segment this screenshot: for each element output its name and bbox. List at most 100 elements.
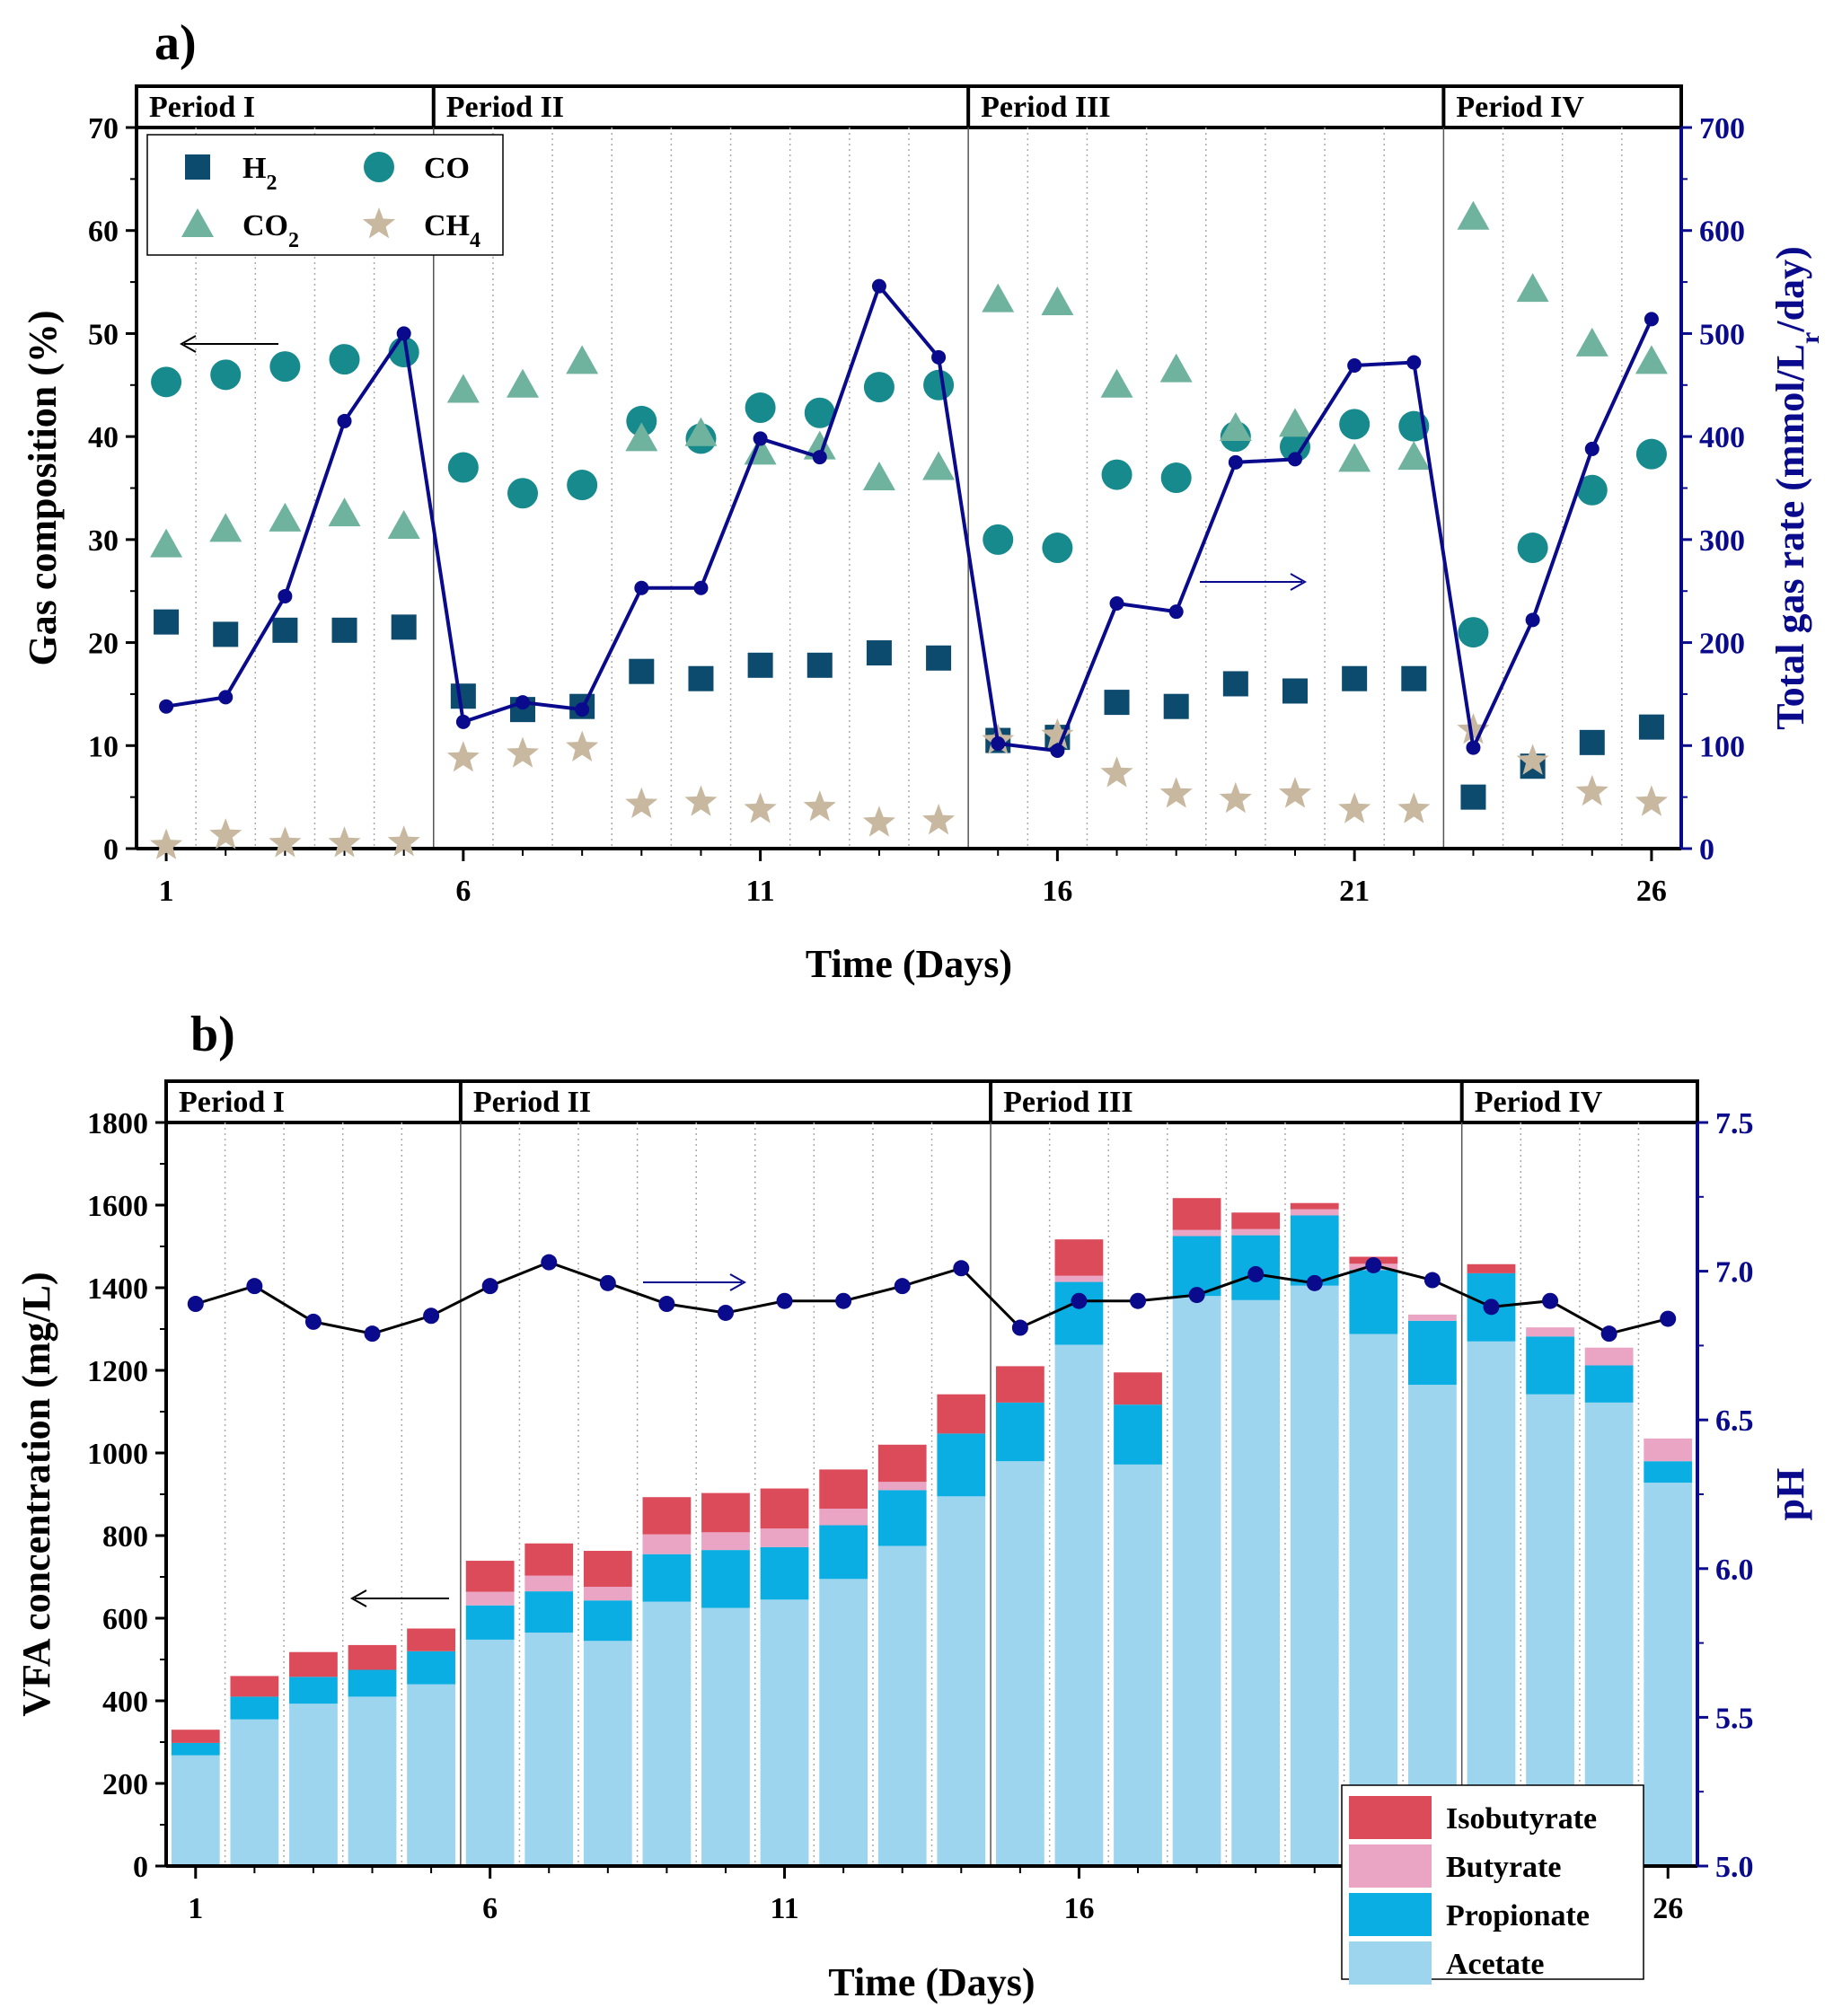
ph-point [599, 1274, 616, 1291]
y2-tick-label: 700 [1699, 112, 1745, 145]
legend-label-acetate: Acetate [1446, 1948, 1544, 1981]
y-tick-label: 0 [103, 833, 119, 867]
ph-point [481, 1278, 498, 1295]
rate-point [1228, 454, 1243, 470]
bar-butyrate [1290, 1209, 1339, 1216]
y2-tick-label: 400 [1699, 421, 1745, 454]
y-tick-label: 400 [102, 1686, 148, 1719]
y-tick-label: 600 [102, 1603, 148, 1636]
y-axis-title: VFA concentration (mg/L) [14, 1272, 58, 1716]
rate-point [337, 413, 352, 428]
x-tick-label: 21 [1339, 875, 1370, 908]
rate-point [634, 580, 649, 595]
bar-butyrate [1231, 1228, 1281, 1236]
ph-point [953, 1260, 970, 1277]
point-ch4 [922, 804, 956, 835]
bar-acetate [524, 1633, 574, 1866]
point-co [507, 478, 538, 509]
bar-isobutyrate [1054, 1239, 1104, 1276]
bar-propionate [1172, 1236, 1221, 1297]
bar-acetate [230, 1719, 279, 1866]
bar-acetate [1231, 1299, 1281, 1866]
ph-point [894, 1278, 911, 1295]
point-co2 [566, 345, 599, 374]
ph-point [776, 1292, 793, 1309]
bar-propionate [171, 1742, 220, 1756]
bar-isobutyrate [819, 1469, 868, 1510]
point-ch4 [387, 825, 420, 857]
point-ch4 [506, 736, 540, 768]
bar-propionate [995, 1402, 1044, 1462]
point-ch4 [744, 792, 777, 823]
point-co2 [150, 528, 183, 558]
point-co [447, 452, 479, 483]
point-h2 [1282, 678, 1308, 704]
point-co [567, 470, 598, 501]
y2-tick-label: 100 [1699, 730, 1745, 763]
bar-butyrate [524, 1575, 574, 1592]
bar-butyrate [1526, 1327, 1574, 1337]
ph-point [1423, 1272, 1441, 1289]
point-h2 [866, 640, 892, 666]
legend-a: H2 CO CO2 CH4 [146, 134, 504, 256]
bar-isobutyrate [407, 1628, 455, 1651]
rate-point [1466, 740, 1481, 755]
bar-acetate [995, 1461, 1044, 1866]
point-h2 [1104, 690, 1130, 716]
bar-propionate [1054, 1281, 1104, 1345]
rate-point [1168, 604, 1184, 620]
bar-propionate [230, 1696, 279, 1720]
rate-point [278, 588, 293, 603]
point-ch4 [1457, 713, 1490, 744]
point-ch4 [209, 818, 242, 850]
point-ch4 [446, 741, 480, 772]
rate-point [218, 690, 234, 705]
series-total-gas-rate [159, 278, 1659, 759]
y-tick-label: 1600 [87, 1190, 148, 1223]
arrow-left-head [179, 335, 197, 353]
x-tick-label: 6 [482, 1892, 498, 1925]
legend-label-h2: H2 [242, 152, 277, 195]
x-tick-label: 16 [1042, 875, 1072, 908]
arrow-right-head [1290, 573, 1308, 591]
point-h2 [1638, 714, 1664, 740]
legend-label-co: CO [424, 152, 470, 185]
point-ch4 [625, 787, 658, 818]
point-co2 [269, 502, 302, 532]
rate-point [1644, 312, 1659, 327]
ph-point [1542, 1292, 1559, 1309]
rate-point [931, 349, 947, 365]
bar-propionate [819, 1525, 868, 1580]
legend-label-propionate: Propionate [1446, 1899, 1590, 1932]
ph-point [1247, 1265, 1265, 1282]
y-tick-label: 70 [88, 112, 119, 145]
ph-point [1306, 1274, 1323, 1291]
y2-tick-label: 200 [1699, 628, 1745, 661]
y-tick-label: 1000 [87, 1438, 148, 1471]
legend-label-butyrate: Butyrate [1446, 1851, 1561, 1884]
period-label: Period III [981, 91, 1111, 124]
period-label: Period I [179, 1086, 285, 1119]
point-h2 [391, 614, 417, 640]
y-tick-label: 1200 [87, 1355, 148, 1388]
legend-label-ch4: CH4 [424, 209, 480, 252]
y2-tick-label: 0 [1699, 833, 1714, 867]
ph-point [364, 1325, 381, 1343]
point-co2 [1635, 345, 1668, 374]
y2-tick-label: 5.0 [1715, 1851, 1754, 1884]
rate-point [1288, 452, 1302, 467]
point-ch4 [566, 730, 599, 762]
legend-swatch-propionate [1349, 1893, 1432, 1936]
point-co [1042, 533, 1073, 564]
point-h2 [1401, 665, 1427, 691]
bar-isobutyrate [760, 1488, 809, 1529]
series-ph [187, 1254, 1677, 1343]
point-h2 [629, 658, 655, 684]
ph-point [717, 1304, 734, 1321]
ph-point [1600, 1325, 1617, 1343]
x-tick-label: 26 [1636, 875, 1667, 908]
legend-marker-ch4 [362, 207, 396, 239]
y2-tick-label: 7.5 [1715, 1107, 1754, 1140]
rate-point [753, 431, 768, 446]
